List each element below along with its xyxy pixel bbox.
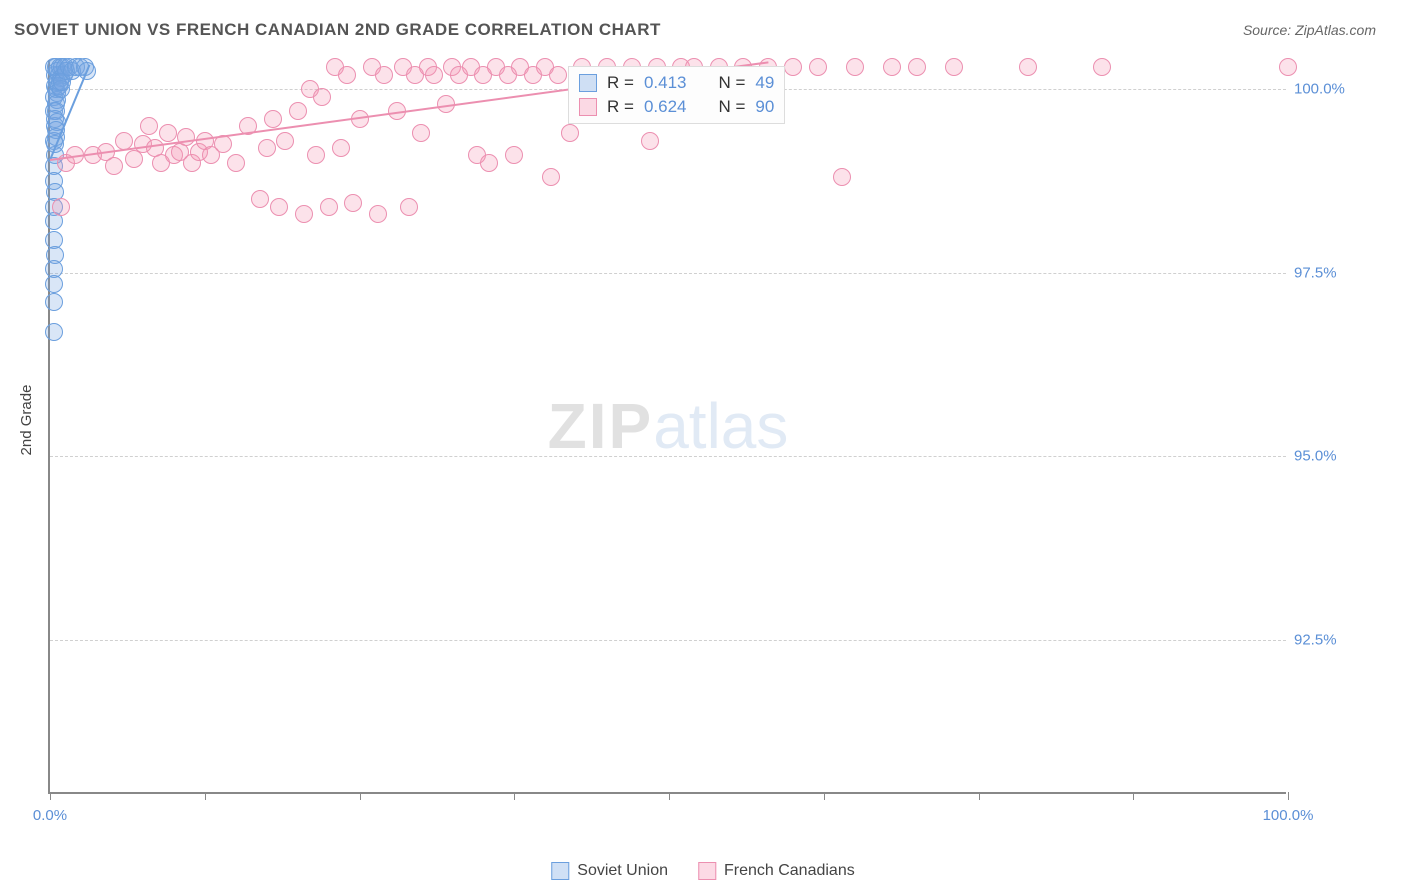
legend-swatch <box>579 74 597 92</box>
data-point <box>542 168 560 186</box>
data-point <box>1019 58 1037 76</box>
data-point <box>375 66 393 84</box>
data-point <box>45 275 63 293</box>
data-point <box>344 194 362 212</box>
r-value: 0.624 <box>644 97 687 117</box>
chart-plot-area: ZIPatlas 100.0%97.5%95.0%92.5%0.0%100.0% <box>48 60 1286 794</box>
legend-label: Soviet Union <box>577 862 668 880</box>
legend-swatch <box>551 862 569 880</box>
data-point <box>105 157 123 175</box>
x-tick <box>824 792 825 800</box>
data-point <box>412 124 430 142</box>
data-point <box>846 58 864 76</box>
data-point <box>251 190 269 208</box>
legend-stats: R = 0.413 N = 49 R = 0.624 N = 90 <box>568 66 785 124</box>
r-label: R = <box>607 73 634 93</box>
legend-item: Soviet Union <box>551 862 668 880</box>
data-point <box>561 124 579 142</box>
chart-title: SOVIET UNION VS FRENCH CANADIAN 2ND GRAD… <box>14 20 661 40</box>
y-tick-label: 97.5% <box>1294 264 1384 281</box>
legend-stat-row: R = 0.413 N = 49 <box>579 71 774 95</box>
data-point <box>295 205 313 223</box>
data-point <box>289 102 307 120</box>
data-point <box>270 198 288 216</box>
data-point <box>549 66 567 84</box>
legend-swatch <box>579 98 597 116</box>
data-point <box>1093 58 1111 76</box>
header: SOVIET UNION VS FRENCH CANADIAN 2ND GRAD… <box>0 0 1406 48</box>
x-tick-label: 0.0% <box>33 807 67 824</box>
watermark: ZIPatlas <box>548 389 789 463</box>
x-tick <box>1288 792 1289 800</box>
data-point <box>140 117 158 135</box>
data-point <box>45 293 63 311</box>
data-point <box>833 168 851 186</box>
y-tick-label: 95.0% <box>1294 448 1384 465</box>
x-tick <box>979 792 980 800</box>
watermark-zip: ZIP <box>548 390 654 462</box>
data-point <box>505 146 523 164</box>
data-point <box>159 124 177 142</box>
source-label: Source: ZipAtlas.com <box>1243 22 1376 38</box>
n-label: N = <box>718 73 745 93</box>
gridline <box>50 273 1286 274</box>
data-point <box>1279 58 1297 76</box>
data-point <box>883 58 901 76</box>
n-value: 90 <box>755 97 774 117</box>
n-label: N = <box>718 97 745 117</box>
x-tick <box>514 792 515 800</box>
x-tick <box>360 792 361 800</box>
y-tick-label: 100.0% <box>1294 81 1384 98</box>
legend-label: French Canadians <box>724 862 855 880</box>
legend-item: French Canadians <box>698 862 855 880</box>
data-point <box>480 154 498 172</box>
data-point <box>227 154 245 172</box>
data-point <box>641 132 659 150</box>
y-tick-label: 92.5% <box>1294 631 1384 648</box>
x-tick <box>205 792 206 800</box>
n-value: 49 <box>755 73 774 93</box>
data-point <box>45 323 63 341</box>
data-point <box>338 66 356 84</box>
data-point <box>425 66 443 84</box>
gridline <box>50 640 1286 641</box>
data-point <box>307 146 325 164</box>
data-point <box>320 198 338 216</box>
data-point <box>264 110 282 128</box>
x-tick <box>1133 792 1134 800</box>
watermark-atlas: atlas <box>653 390 788 462</box>
data-point <box>809 58 827 76</box>
data-point <box>52 198 70 216</box>
data-point <box>400 198 418 216</box>
data-point <box>313 88 331 106</box>
data-point <box>276 132 294 150</box>
data-point <box>784 58 802 76</box>
data-point <box>258 139 276 157</box>
data-point <box>369 205 387 223</box>
x-tick <box>669 792 670 800</box>
legend-swatch <box>698 862 716 880</box>
y-axis-title: 2nd Grade <box>18 385 35 456</box>
data-point <box>332 139 350 157</box>
r-value: 0.413 <box>644 73 687 93</box>
x-tick <box>50 792 51 800</box>
data-point <box>908 58 926 76</box>
data-point <box>945 58 963 76</box>
x-tick-label: 100.0% <box>1263 807 1314 824</box>
legend-series: Soviet Union French Canadians <box>551 862 854 880</box>
legend-stat-row: R = 0.624 N = 90 <box>579 95 774 119</box>
gridline <box>50 456 1286 457</box>
r-label: R = <box>607 97 634 117</box>
